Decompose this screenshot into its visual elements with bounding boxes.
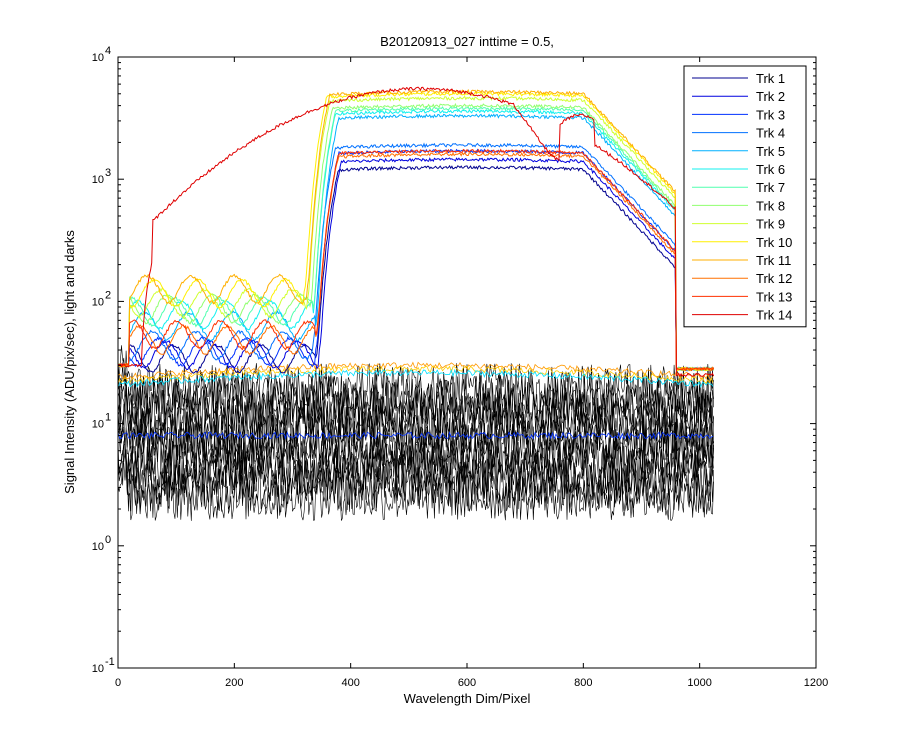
dark-series-line [117, 404, 714, 471]
legend-entry: Trk 11 [756, 253, 791, 268]
legend-entry: Trk 1 [756, 71, 785, 86]
chart-title: B20120913_027 inttime = 0.5, [380, 34, 554, 49]
legend-box [683, 65, 807, 328]
y-tick-exponent: 0 [105, 534, 111, 546]
y-axis-label: Signal Intensity (ADU/pix/sec), light an… [62, 230, 77, 494]
series-line-10 [117, 91, 715, 372]
dark-series-line [117, 361, 714, 381]
series-line-1 [117, 164, 714, 374]
series-line-13 [117, 148, 715, 372]
x-tick-label: 800 [574, 677, 592, 689]
legend: Trk 1 Trk 2 Trk 3 Trk 4 Trk 5 Trk 6 Trk 7 Trk 8… [683, 65, 807, 328]
y-tick-label: 10 [92, 174, 104, 186]
series-line-3 [117, 148, 715, 372]
series-line-2 [117, 157, 714, 372]
x-tick-label: 200 [225, 677, 243, 689]
series-line-4 [117, 142, 714, 372]
series-line-11 [117, 88, 715, 372]
x-axis: 0 200 400 600 800 1000 1200 [115, 57, 828, 689]
series-line-9 [117, 95, 714, 372]
x-axis-label: Wavelength Dim/Pixel [404, 691, 531, 706]
y-tick-exponent: -1 [105, 656, 115, 668]
dark-series-line [117, 391, 714, 454]
y-tick-label: 10 [92, 296, 104, 308]
dark-series-line [117, 438, 714, 505]
dark-series-line [117, 460, 714, 521]
dark-series-line [117, 345, 714, 411]
dark-series-line [117, 438, 714, 497]
dark-series-line [117, 365, 714, 385]
legend-entry: Trk 6 [756, 162, 785, 177]
x-tick-label: 1000 [687, 677, 711, 689]
series-line-5 [117, 113, 715, 372]
light-series-group [117, 86, 715, 378]
legend-entry: Trk 8 [756, 198, 785, 213]
y-tick-exponent: 1 [105, 412, 111, 424]
legend-entry: Trk 4 [756, 126, 785, 141]
x-tick-label: 1200 [804, 677, 828, 689]
dark-series-line [117, 431, 714, 440]
x-tick-label: 400 [341, 677, 359, 689]
y-tick-label: 10 [92, 541, 104, 553]
legend-entry: Trk 5 [756, 144, 785, 159]
y-tick-exponent: 2 [105, 289, 111, 301]
series-line-14 [117, 86, 715, 378]
series-line-6 [117, 109, 714, 372]
legend-entry: Trk 2 [756, 89, 785, 104]
y-tick-label: 10 [92, 663, 104, 675]
dark-series-line [117, 368, 714, 389]
series-line-12 [117, 151, 714, 372]
legend-entry: Trk 12 [756, 271, 792, 286]
dark-series-line [117, 427, 714, 488]
legend-entry: Trk 9 [756, 217, 785, 232]
y-tick-exponent: 3 [105, 167, 111, 179]
dark-series-line [117, 357, 714, 420]
y-tick-exponent: 4 [105, 45, 111, 57]
legend-entry: Trk 3 [756, 107, 785, 122]
dark-series-group [117, 345, 714, 521]
legend-entry: Trk 13 [756, 289, 792, 304]
y-tick-label: 10 [92, 419, 104, 431]
legend-entry: Trk 10 [756, 235, 792, 250]
legend-entry: Trk 7 [756, 180, 785, 195]
legend-entry: Trk 14 [756, 308, 792, 323]
x-tick-label: 600 [458, 677, 476, 689]
x-tick-label: 0 [115, 677, 121, 689]
y-tick-label: 10 [92, 52, 104, 64]
